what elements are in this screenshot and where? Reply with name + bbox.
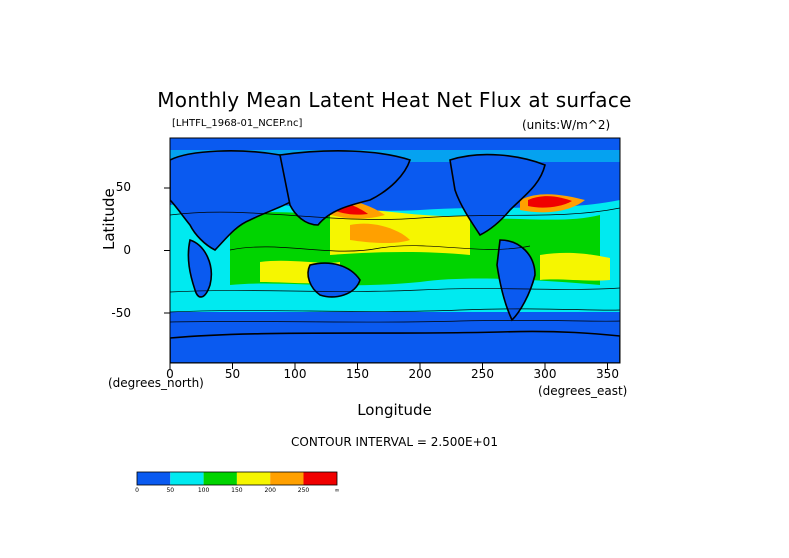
- colorbar-segment-3: [236, 472, 271, 485]
- y-tick-label: 0: [123, 243, 131, 257]
- y-tick-label: -50: [111, 306, 131, 320]
- axis-ticks: [164, 187, 608, 369]
- dataset-label: [LHTFL_1968-01_NCEP.nc]: [172, 118, 303, 129]
- x-tick-label: 350: [596, 367, 619, 381]
- colorbar-label: 0: [135, 487, 139, 494]
- x-tick-label: 150: [346, 367, 369, 381]
- x-tick-label: 250: [471, 367, 494, 381]
- colorbar-segment-0: [137, 472, 171, 485]
- continent-asia: [279, 150, 412, 226]
- colorbar-segment-4: [270, 472, 304, 485]
- field-patch-yellow-atlantic: [540, 252, 610, 281]
- contour-lines: [170, 207, 620, 323]
- continent-north-america: [449, 153, 546, 237]
- x-tick-label: 0: [166, 367, 174, 381]
- colorbar-label: 200: [264, 487, 276, 494]
- y-unit-note: (degrees_north): [108, 376, 204, 390]
- x-tick-label: 200: [408, 367, 432, 381]
- colorbar-label: 250: [297, 487, 310, 494]
- continent-outlines: [170, 150, 620, 363]
- field-patch-gulfstream-red: [528, 196, 572, 208]
- colorbar-label: 50: [166, 487, 175, 494]
- y-axis-label: Latitude: [100, 188, 118, 250]
- x-unit-note: (degrees_east): [538, 384, 628, 398]
- colorbar-segment-2: [203, 472, 237, 485]
- chart-title: Monthly Mean Latent Heat Net Flux at sur…: [157, 88, 632, 112]
- continent-africa-europe: [170, 150, 305, 251]
- colorbar-label: 100: [197, 487, 210, 494]
- x-tick-label: 100: [283, 367, 307, 381]
- colorbar-segment-5: [303, 472, 337, 485]
- units-label: (units:W/m^2): [522, 118, 611, 132]
- field-patch-orange-pacific: [350, 223, 410, 244]
- colorbar-segment-1: [170, 472, 204, 485]
- contour-interval-label: CONTOUR INTERVAL = 2.500E+01: [291, 435, 498, 449]
- x-tick-label: 300: [533, 367, 557, 381]
- colorbar: [136, 471, 338, 486]
- colorbar-label: ∞: [334, 487, 340, 494]
- continent-australia: [307, 262, 361, 298]
- continent-south-africa: [187, 238, 212, 298]
- continent-antarctica: [170, 330, 620, 363]
- x-axis-label: Longitude: [357, 401, 432, 419]
- y-tick-label: 50: [115, 180, 131, 194]
- field-patch-yellow-pacific: [330, 208, 470, 255]
- colorbar-label: 150: [231, 487, 243, 494]
- x-tick-label: 50: [224, 367, 241, 381]
